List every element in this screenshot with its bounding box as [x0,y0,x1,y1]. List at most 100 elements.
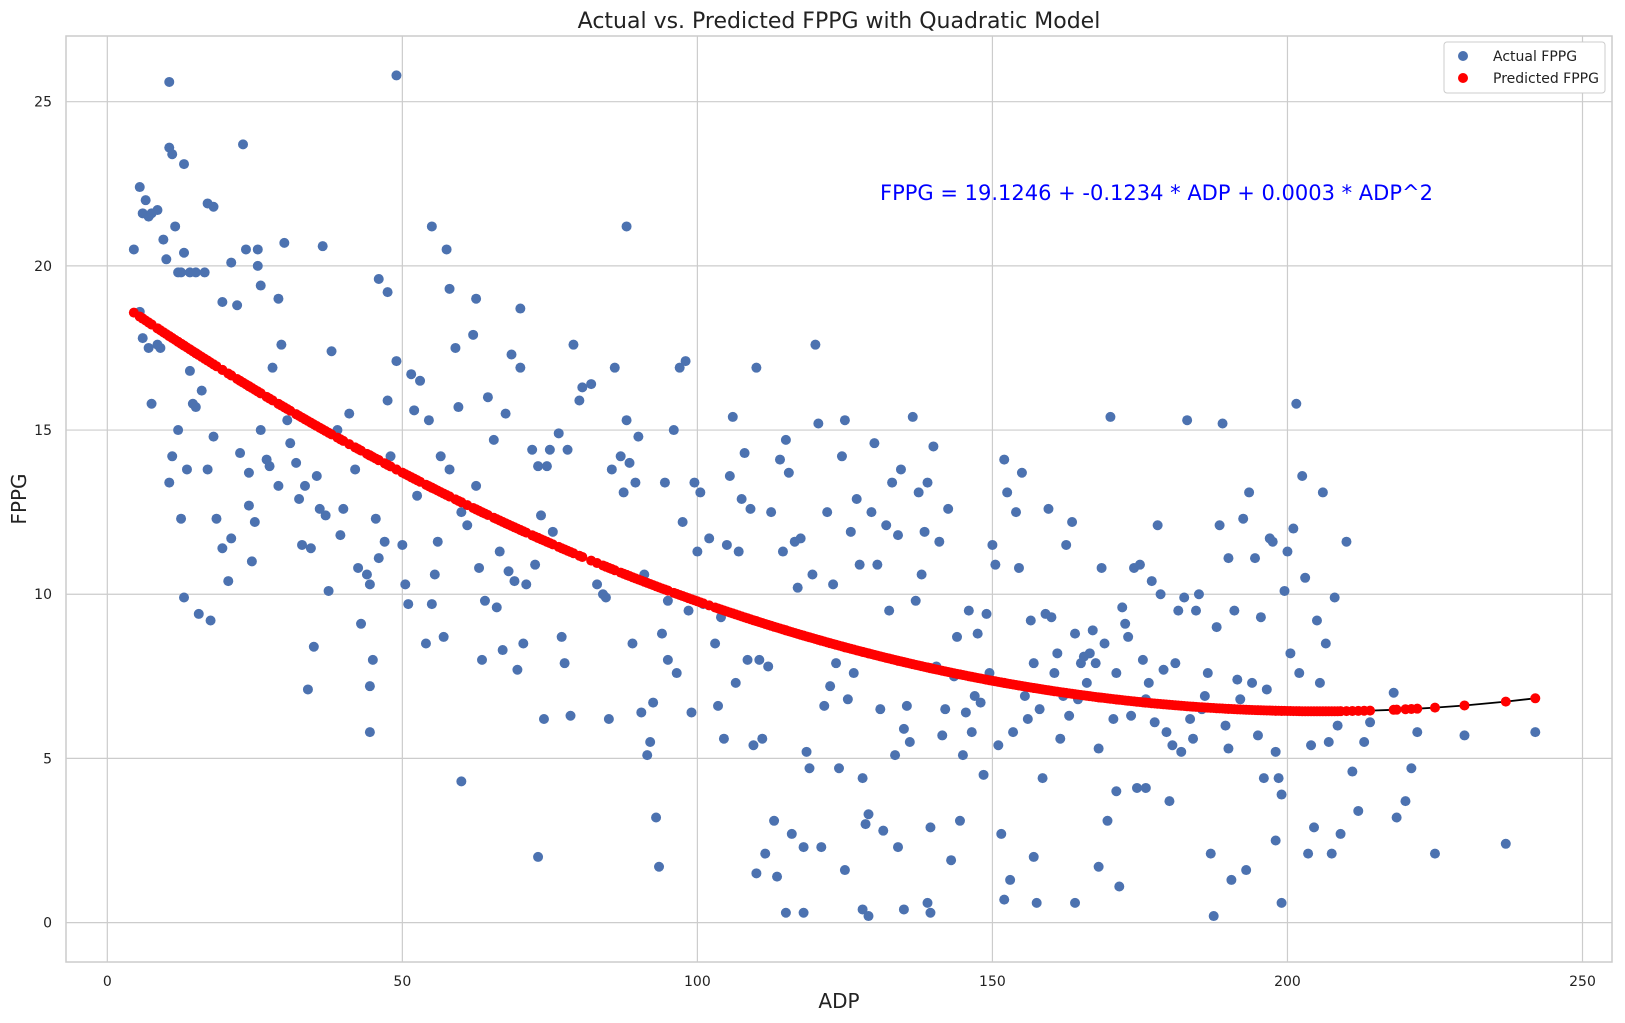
actual-point [969,691,980,702]
actual-point [1131,782,1142,793]
actual-point [925,822,936,833]
x-tick-label: 150 [979,974,1006,990]
actual-point [831,658,842,669]
actual-point [777,546,788,557]
actual-point [1019,691,1030,702]
actual-point [745,503,756,514]
actual-point [680,356,691,367]
actual-point [651,812,662,823]
x-tick-label: 0 [103,974,112,990]
actual-point [615,451,626,462]
actual-point [1294,668,1305,679]
actual-point [541,461,552,472]
actual-point [677,516,688,527]
actual-point [556,631,567,642]
actual-point [1258,773,1269,784]
actual-point [1279,585,1290,596]
actual-point [875,704,886,715]
actual-point [432,536,443,547]
predicted-point [1412,703,1423,714]
actual-point [456,776,467,787]
actual-point [801,746,812,757]
actual-point [134,182,145,193]
actual-point [202,464,213,475]
actual-point [928,441,939,452]
actual-point [636,707,647,718]
predicted-point [577,551,588,562]
actual-point [509,576,520,587]
actual-point [164,477,175,488]
actual-point [530,559,541,570]
actual-point [128,244,139,255]
actual-point [559,658,570,669]
actual-point [474,562,485,573]
actual-point [978,769,989,780]
actual-point [1055,733,1066,744]
actual-point [618,487,629,498]
actual-point [179,159,190,170]
actual-point [426,221,437,232]
actual-point [839,415,850,426]
actual-point [173,425,184,436]
actual-point [857,773,868,784]
actual-point [606,464,617,475]
actual-point [1400,796,1411,807]
actual-point [1341,536,1352,547]
actual-point [686,707,697,718]
chart-title: Actual vs. Predicted FPPG with Quadratic… [578,9,1101,34]
actual-point [1530,727,1541,738]
actual-point [683,605,694,616]
actual-point [1149,717,1160,728]
actual-point [1300,572,1311,583]
actual-point [170,221,181,232]
actual-point [1067,516,1078,527]
actual-point [400,579,411,590]
predicted-point [1429,702,1440,713]
actual-point [1270,746,1281,757]
actual-point [323,585,334,596]
actual-point [919,526,930,537]
actual-point [783,467,794,478]
actual-point [308,641,319,652]
actual-point [981,608,992,619]
actual-point [963,605,974,616]
actual-point [299,480,310,491]
actual-point [565,710,576,721]
actual-point [482,392,493,403]
actual-point [1285,648,1296,659]
actual-point [922,477,933,488]
y-tick-label: 25 [34,95,52,111]
actual-point [226,257,237,268]
actual-point [382,287,393,298]
actual-point [1096,562,1107,573]
actual-point [648,697,659,708]
actual-point [1247,677,1258,688]
actual-point [338,503,349,514]
actual-point [1117,602,1128,613]
actual-point [780,907,791,918]
actual-point [320,510,331,521]
actual-point [898,904,909,915]
actual-point [1046,612,1057,623]
actual-point [252,244,263,255]
actual-point [848,668,859,679]
actual-point [1306,740,1317,751]
actual-point [1028,658,1039,669]
actual-point [1250,553,1261,564]
actual-point [1011,507,1022,518]
actual-point [898,723,909,734]
actual-point [1182,415,1193,426]
actual-point [285,438,296,449]
actual-point [754,654,765,665]
actual-point [1037,773,1048,784]
actual-point [562,444,573,455]
actual-point [786,828,797,839]
actual-point [491,602,502,613]
actual-point [155,342,166,353]
actual-point [904,736,915,747]
actual-point [479,595,490,606]
actual-point [385,451,396,462]
actual-point [1208,911,1219,922]
actual-point [1043,503,1054,514]
actual-point [1223,553,1234,564]
